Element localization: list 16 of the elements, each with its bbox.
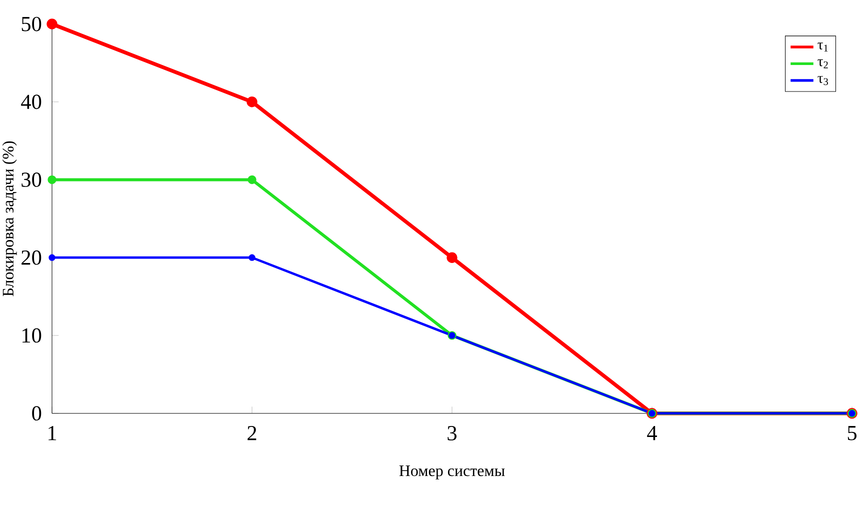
y-tick-label: 0 bbox=[32, 406, 42, 421]
legend-label: τ$_{2}$ bbox=[818, 59, 828, 68]
y-tick-label: 20 bbox=[22, 250, 42, 265]
x-tick-label: 5 bbox=[848, 426, 856, 440]
x-axis-title: Номер системы bbox=[399, 466, 505, 480]
y-tick-label: 30 bbox=[22, 172, 42, 187]
y-tick-label: 10 bbox=[22, 328, 42, 343]
x-tick-label: 3 bbox=[448, 426, 456, 440]
y-tick-label: 40 bbox=[21, 94, 42, 110]
x-tick-label: 4 bbox=[647, 426, 657, 440]
x-tick-label: 2 bbox=[248, 426, 256, 440]
y-tick-label: 50 bbox=[22, 16, 42, 32]
legend-label: τ$_{3}$ bbox=[818, 76, 828, 86]
y-axis-title: Блокировка задачи (%) bbox=[2, 141, 17, 296]
x-tick-label: 1 bbox=[48, 426, 56, 440]
legend-label: τ$_{1}$ bbox=[818, 42, 828, 52]
